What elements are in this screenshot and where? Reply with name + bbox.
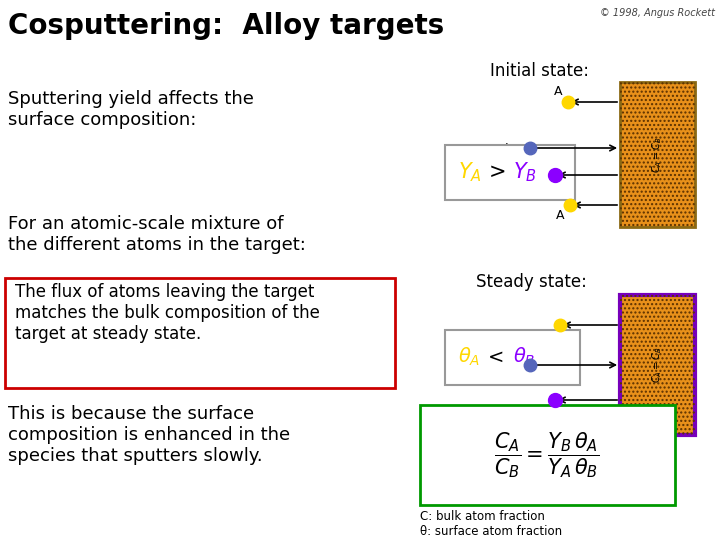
Text: A: A <box>554 85 562 98</box>
Bar <box>620 295 695 435</box>
Text: For an atomic-scale mixture of
the different atoms in the target:: For an atomic-scale mixture of the diffe… <box>8 215 306 254</box>
Text: $\dfrac{C_A}{C_B} = \dfrac{Y_B\,\theta_A}{Y_A\,\theta_B}$: $\dfrac{C_A}{C_B} = \dfrac{Y_B\,\theta_A… <box>494 430 600 480</box>
Text: A: A <box>556 209 564 222</box>
Bar <box>5 278 395 388</box>
Bar <box>620 82 695 227</box>
Text: Cosputtering:  Alloy targets: Cosputtering: Alloy targets <box>8 12 444 40</box>
Text: The flux of atoms leaving the target
matches the bulk composition of the
target : The flux of atoms leaving the target mat… <box>15 283 320 342</box>
Text: Ion: Ion <box>505 141 524 154</box>
Text: Steady state:: Steady state: <box>476 273 587 291</box>
Bar <box>420 405 675 505</box>
Text: $C_A=C_B$: $C_A=C_B$ <box>651 347 665 383</box>
Text: $<$: $<$ <box>484 348 504 367</box>
Text: $Y_A$: $Y_A$ <box>458 160 482 184</box>
Bar <box>620 295 695 435</box>
Text: Initial state:: Initial state: <box>490 62 589 80</box>
Text: $\theta_A$: $\theta_A$ <box>458 346 480 368</box>
Text: C: bulk atom fraction
θ: surface atom fraction
Y: yields for θ=1: C: bulk atom fraction θ: surface atom fr… <box>420 510 562 540</box>
Text: © 1998, Angus Rockett: © 1998, Angus Rockett <box>600 8 715 18</box>
Text: B: B <box>541 158 549 171</box>
Text: $C_A=C_B$: $C_A=C_B$ <box>651 136 665 173</box>
Bar <box>445 145 575 200</box>
Text: $>$: $>$ <box>485 162 505 182</box>
Bar <box>620 82 695 227</box>
Text: Sputtering yield affects the
surface composition:: Sputtering yield affects the surface com… <box>8 90 254 129</box>
Text: This is because the surface
composition is enhanced in the
species that sputters: This is because the surface composition … <box>8 405 290 464</box>
Bar <box>445 330 580 385</box>
Text: $\theta_B$: $\theta_B$ <box>513 346 535 368</box>
Text: $Y_B$: $Y_B$ <box>513 160 537 184</box>
